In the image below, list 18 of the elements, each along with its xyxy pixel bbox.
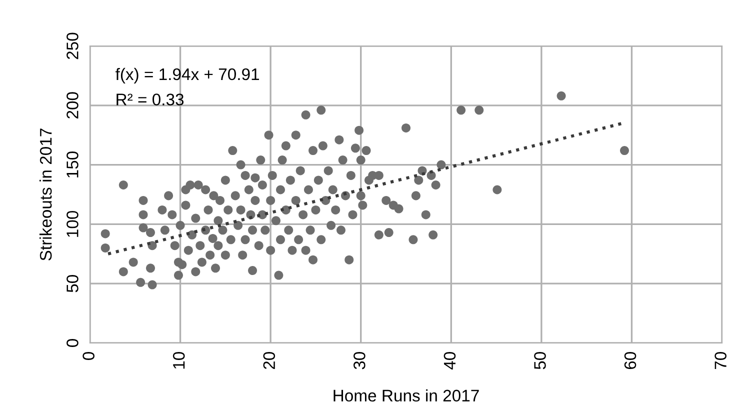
x-tick-label: 50 [534, 352, 546, 370]
y-tick-label: 50 [66, 274, 78, 292]
x-tick-label: 70 [714, 352, 726, 370]
x-tick-label: 20 [263, 352, 276, 370]
x-tick-label: 60 [624, 352, 636, 370]
x-tick-label: 40 [444, 352, 456, 370]
annotation: f(x) = 1.94x + 70.91 [116, 68, 259, 84]
annotation: R² = 0.33 [116, 94, 184, 106]
y-tick-label: 100 [66, 210, 78, 237]
y-tick-label: 150 [66, 152, 78, 178]
x-tick-label: 30 [354, 352, 366, 370]
y-tick-label: 0 [66, 339, 78, 347]
x-tick-label: 0 [82, 352, 94, 360]
x-tick-label: 10 [172, 352, 185, 369]
y-tick-label: 200 [66, 92, 78, 118]
y-axis-title: Strikeouts in 2017 [39, 128, 52, 260]
y-tick-label: 250 [66, 32, 78, 60]
x-axis-title: Home Runs in 2017 [334, 389, 479, 402]
